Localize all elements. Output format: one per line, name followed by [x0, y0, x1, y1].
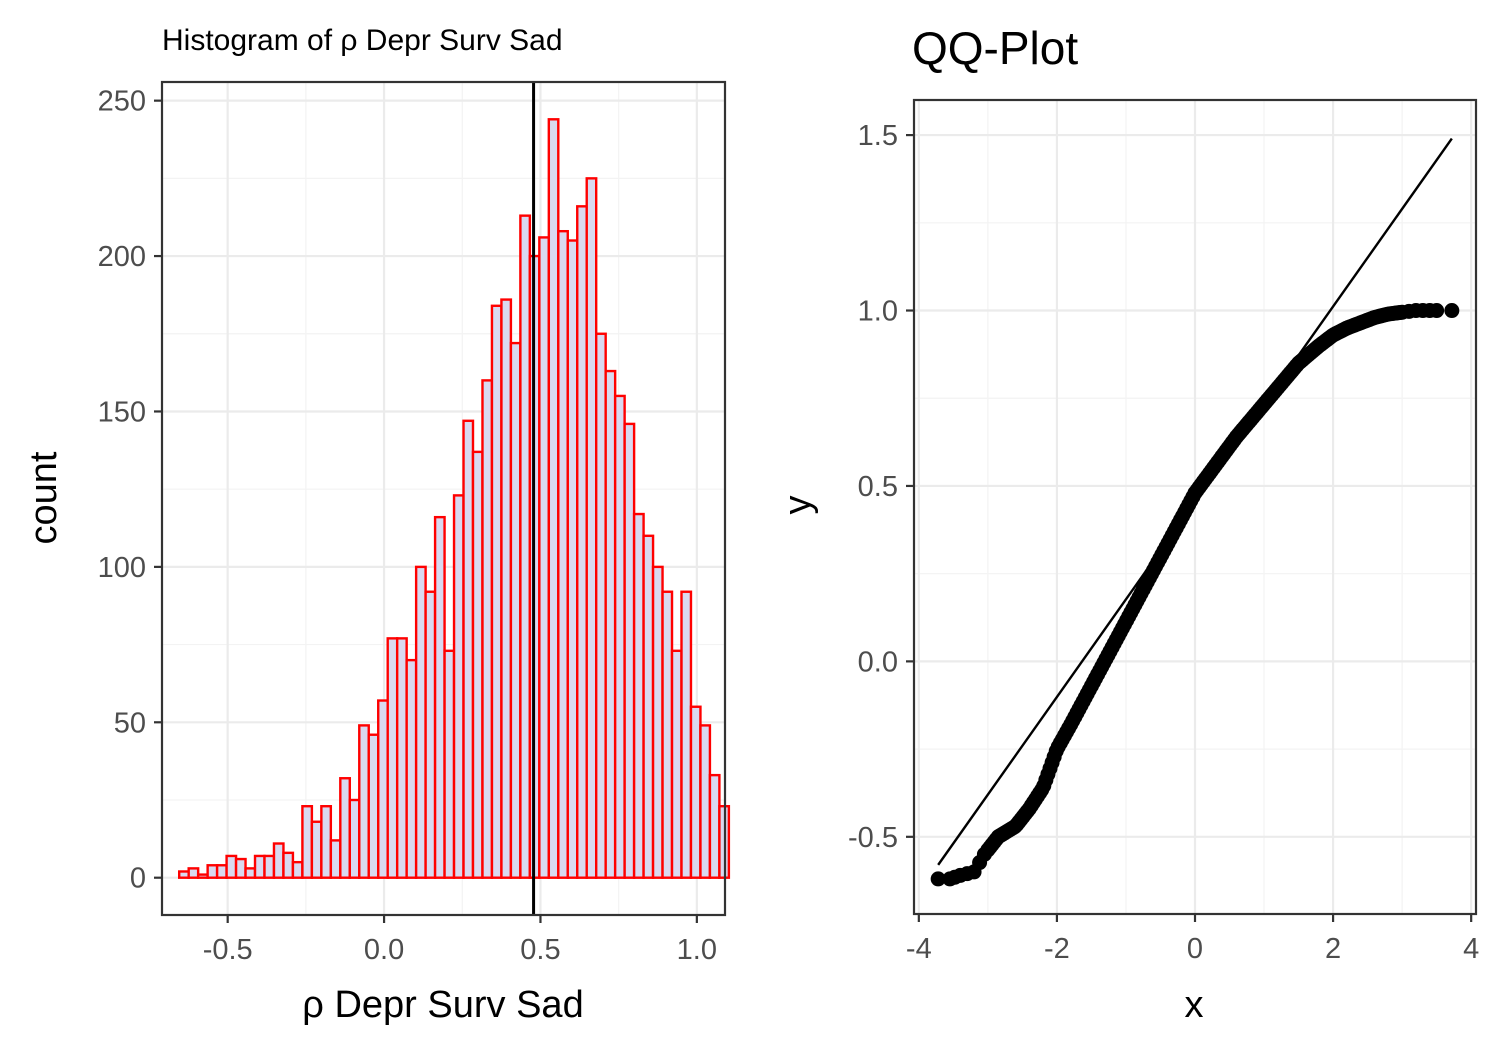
histogram-bar	[651, 565, 664, 879]
histogram-y-tick-label: 150	[98, 396, 146, 428]
histogram-bar	[263, 854, 276, 879]
histogram-bar	[424, 590, 437, 879]
qq-x-tick-label: -2	[1044, 933, 1070, 965]
histogram-x-tick-label: 0.0	[364, 934, 404, 966]
histogram-y-tick-label: 0	[130, 863, 146, 895]
qq-x-tick-label: 0	[1187, 933, 1203, 965]
histogram-bar	[632, 512, 645, 879]
qq-title: QQ-Plot	[912, 22, 1078, 74]
histogram-bar	[196, 873, 209, 879]
histogram-bar	[187, 867, 200, 879]
histogram-y-axis-title: count	[23, 451, 65, 544]
histogram-bar	[395, 637, 408, 879]
qq-points	[930, 303, 1460, 887]
histogram-bar	[594, 332, 607, 879]
histogram-bar	[433, 515, 446, 879]
qq-ticks: -4 -2 0 2 4 -0.5 0.0 0.5 1.0 1.5	[848, 120, 1479, 965]
qq-y-tick-label: -0.5	[848, 822, 898, 854]
histogram-bar	[291, 860, 304, 879]
histogram-y-tick-label: 200	[98, 241, 146, 273]
qq-panel: QQ-Plot -4 -2 0 2 4 -0.5 0.0 0.5 1.0 1.5 x y	[777, 22, 1479, 1026]
histogram-bar	[225, 854, 238, 879]
histogram-bar	[500, 298, 513, 879]
histogram-bar	[604, 369, 617, 879]
histogram-bar	[310, 820, 323, 879]
histogram-panel-border	[160, 80, 727, 917]
histogram-bar	[358, 724, 370, 879]
histogram-bar	[329, 839, 342, 879]
histogram-x-tick-label: 1.0	[677, 934, 717, 966]
histogram-bar	[377, 699, 389, 879]
histogram-bar	[405, 658, 418, 879]
histogram-bar	[272, 842, 285, 879]
histogram-bar	[320, 805, 333, 879]
histogram-bar	[206, 864, 219, 879]
histogram-bar	[509, 341, 522, 879]
qq-y-tick-label: 0.0	[858, 646, 898, 678]
histogram-bar	[452, 494, 465, 879]
qq-y-tick-label: 1.0	[858, 296, 898, 328]
histogram-bar	[215, 864, 228, 879]
histogram-bar	[557, 229, 569, 879]
histogram-bar	[339, 777, 351, 879]
histogram-bar	[443, 649, 456, 879]
histogram-y-tick-label: 50	[114, 707, 146, 739]
histogram-ticks: -0.5 0.0 0.5 1.0 0 50 100 150 200 250	[98, 86, 717, 966]
histogram-bar	[178, 870, 190, 879]
histogram-bar	[613, 394, 626, 879]
qq-x-axis-title: x	[1185, 984, 1204, 1026]
qq-y-axis-title: y	[777, 496, 819, 515]
histogram-bar	[490, 304, 503, 879]
histogram-bar	[689, 705, 702, 879]
qq-x-tick-label: -4	[906, 933, 932, 965]
histogram-panel: Histogram of ρ Depr Surv Sad -0.5 0.0 0.5 1…	[23, 24, 731, 1026]
histogram-bar	[538, 236, 551, 879]
histogram-bar	[661, 590, 674, 879]
qq-x-tick-label: 2	[1325, 933, 1341, 965]
histogram-x-axis-title: ρ Depr Surv Sad	[302, 984, 583, 1026]
histogram-bar	[670, 649, 683, 879]
histogram-bar	[282, 851, 295, 879]
qq-point	[930, 871, 946, 887]
histogram-bar	[253, 854, 266, 879]
histogram-bar	[301, 805, 314, 879]
histogram-bar	[708, 773, 721, 879]
histogram-bar	[348, 798, 361, 879]
histogram-bar	[462, 419, 475, 879]
histogram-bar	[699, 724, 712, 879]
histogram-bar	[576, 205, 588, 879]
histogram-bar	[481, 379, 494, 879]
histogram-bar	[623, 422, 636, 879]
histogram-bar	[386, 637, 399, 879]
histogram-bar	[234, 857, 247, 879]
histogram-title: Histogram of ρ Depr Surv Sad	[162, 24, 563, 57]
histogram-y-tick-label: 250	[98, 86, 146, 118]
histogram-x-tick-label: 0.5	[520, 934, 560, 966]
histogram-bar	[519, 214, 532, 879]
histogram-bar	[414, 565, 427, 879]
qq-y-tick-label: 0.5	[858, 471, 898, 503]
histogram-bar	[471, 450, 484, 879]
histogram-bar	[680, 590, 693, 879]
histogram-bar	[244, 867, 257, 879]
qq-x-tick-label: 4	[1463, 933, 1479, 965]
histogram-y-tick-label: 100	[98, 552, 146, 584]
qq-point	[1444, 303, 1460, 319]
qq-y-tick-label: 1.5	[858, 120, 898, 152]
histogram-bar	[367, 733, 380, 879]
histogram-bar	[547, 118, 560, 879]
histogram-bar	[642, 534, 655, 879]
histogram-bar	[585, 177, 598, 879]
histogram-x-tick-label: -0.5	[203, 934, 253, 966]
histogram-bar	[566, 239, 579, 879]
qq-point	[1429, 303, 1445, 319]
